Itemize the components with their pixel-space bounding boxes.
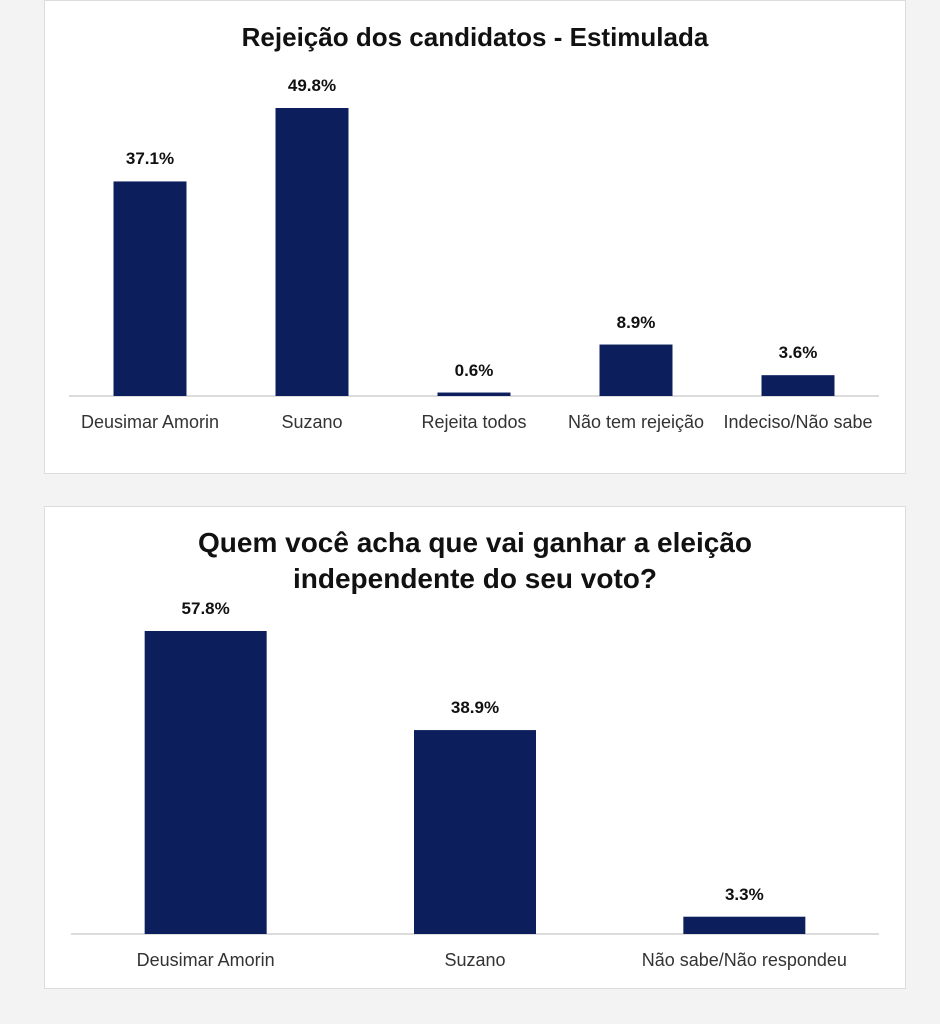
category-label: Não tem rejeição (567, 412, 705, 432)
bar (275, 108, 349, 396)
value-label: 57.8% (181, 599, 230, 618)
chart-panel: Quem você acha que vai ganhar a eleição … (44, 506, 906, 989)
plot (69, 108, 879, 397)
category-label: Rejeita todos (421, 412, 527, 432)
value-label: 3.6% (778, 343, 818, 363)
value-label: 37.1% (125, 149, 175, 169)
bar (761, 375, 835, 396)
category-label: Indeciso/Não sabe (723, 412, 873, 432)
bar (144, 631, 267, 934)
value-label: 3.3% (724, 884, 764, 904)
bar (414, 730, 536, 934)
chart-title: Quem você acha que vai ganhar a eleição … (197, 527, 753, 594)
value-label: 8.9% (616, 312, 656, 332)
chart-title: Rejeição dos candidatos - Estimulada (241, 22, 709, 52)
category-label: Suzano (444, 950, 506, 970)
chart-panel: Rejeição dos candidatos - Estimulada 37.1… (44, 0, 906, 474)
bar (599, 344, 673, 396)
category-label: Suzano (281, 412, 343, 432)
value-label: 49.8% (287, 76, 337, 95)
value-label: 0.6% (454, 360, 494, 380)
bar (437, 392, 511, 396)
plot (71, 631, 879, 935)
category-label: Não sabe/Não respondeu (641, 950, 847, 970)
category-label: Deusimar Amorin (80, 412, 220, 432)
value-label: 38.9% (450, 698, 500, 718)
bar (683, 916, 806, 934)
bar (113, 181, 187, 396)
category-label: Deusimar Amorin (136, 950, 275, 970)
